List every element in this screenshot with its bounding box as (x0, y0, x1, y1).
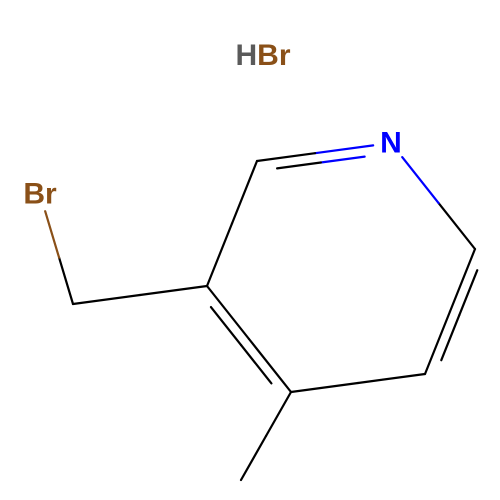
salt-label: HBr (235, 39, 290, 72)
molecule-canvas: N Br HBr (0, 0, 500, 500)
atom-label-Br: Br (23, 178, 57, 211)
atom-label-N: N (380, 127, 402, 160)
